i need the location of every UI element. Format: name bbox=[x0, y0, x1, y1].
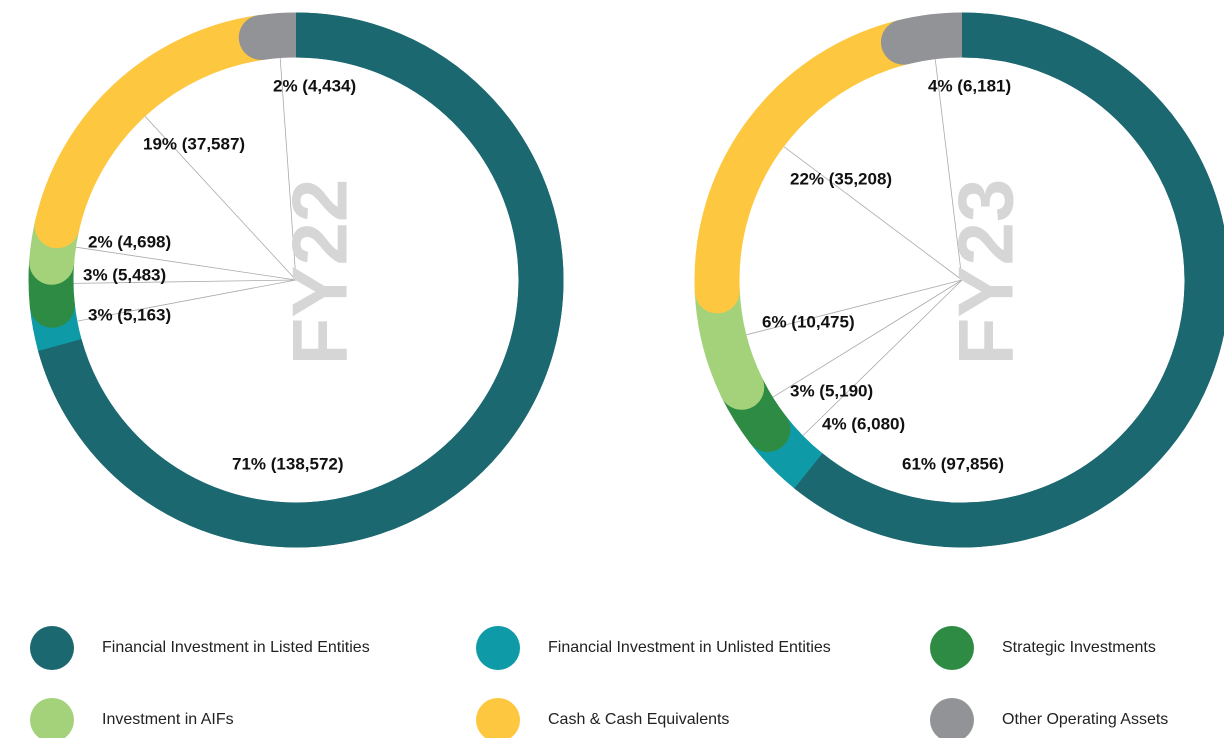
legend-swatch bbox=[30, 626, 74, 670]
donut-segment-overlay bbox=[38, 12, 564, 548]
donut-segment bbox=[694, 19, 926, 314]
donut-segment-overlay bbox=[794, 12, 1224, 548]
leader-line bbox=[802, 279, 963, 436]
leader-line bbox=[77, 279, 297, 322]
leader-line bbox=[73, 279, 297, 284]
legend-label: Financial Investment in Listed Entities bbox=[102, 639, 370, 656]
legend-swatch bbox=[476, 698, 520, 738]
leader-line bbox=[934, 59, 963, 281]
data-label: 6% (10,475) bbox=[762, 312, 855, 331]
legend-swatch bbox=[30, 698, 74, 738]
legend-swatch bbox=[476, 626, 520, 670]
data-label: 61% (97,856) bbox=[902, 454, 1004, 473]
data-label: 3% (5,483) bbox=[83, 265, 166, 284]
fy-label: FY22 bbox=[276, 179, 364, 365]
data-label: 3% (5,163) bbox=[88, 305, 171, 324]
legend-label: Financial Investment in Unlisted Entitie… bbox=[548, 639, 831, 656]
data-label: 4% (6,080) bbox=[822, 414, 905, 433]
legend-swatch bbox=[930, 626, 974, 670]
data-label: 3% (5,190) bbox=[790, 381, 873, 400]
legend-label: Strategic Investments bbox=[1002, 639, 1156, 656]
leader-line bbox=[75, 246, 297, 281]
leader-line bbox=[746, 279, 963, 336]
legend-swatch bbox=[930, 698, 974, 738]
data-label: 2% (4,434) bbox=[273, 76, 356, 95]
legend-label: Other Operating Assets bbox=[1002, 711, 1168, 728]
data-label: 19% (37,587) bbox=[143, 134, 245, 153]
fy-label: FY23 bbox=[942, 179, 1030, 365]
legend-label: Cash & Cash Equivalents bbox=[548, 711, 729, 728]
data-label: 22% (35,208) bbox=[790, 169, 892, 188]
data-label: 71% (138,572) bbox=[232, 454, 344, 473]
donut-segment bbox=[34, 14, 284, 249]
donut-segment bbox=[238, 12, 319, 60]
legend-label: Investment in AIFs bbox=[102, 711, 234, 728]
data-label: 4% (6,181) bbox=[928, 76, 1011, 95]
leader-line bbox=[144, 116, 297, 281]
data-label: 2% (4,698) bbox=[88, 232, 171, 251]
leader-line bbox=[783, 146, 963, 281]
leader-line bbox=[772, 279, 963, 398]
donut-segment bbox=[880, 12, 985, 65]
leader-line bbox=[279, 58, 297, 281]
